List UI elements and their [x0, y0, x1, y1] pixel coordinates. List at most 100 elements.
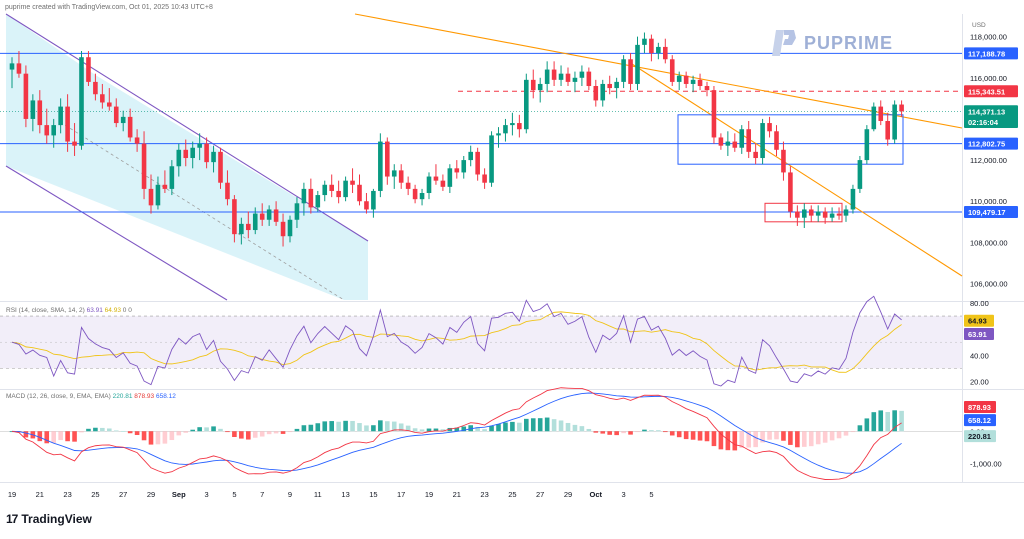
currency-label: USD: [972, 22, 986, 29]
macd-hist-bar: [343, 420, 348, 432]
price-tag-label: 115,343.51: [968, 87, 1005, 96]
time-tick-label: 29: [564, 490, 572, 499]
candle-body: [510, 123, 515, 126]
rsi-ma-line: [11, 311, 902, 373]
candle-body: [795, 211, 800, 218]
rsi-legend[interactable]: RSI (14, close, SMA, 14, 2) 63.91 64.93 …: [6, 307, 132, 314]
macd-hist-bar: [461, 426, 467, 432]
macd-hist-bar: [315, 423, 321, 432]
candle-body: [322, 184, 328, 196]
macd-hist-bar: [120, 430, 126, 432]
macd-hist-bar: [232, 431, 237, 437]
price-tag-label: 114,371.13: [968, 107, 1005, 116]
candle-body: [544, 69, 550, 84]
chart-caption: puprime created with TradingView.com, Oc…: [5, 4, 213, 11]
macd-hist-bar: [197, 427, 202, 432]
macd-hist-bar: [378, 420, 383, 432]
candle-body: [656, 46, 661, 54]
candle-body: [461, 160, 467, 173]
candle-body: [350, 180, 355, 185]
macd-hist-bar: [447, 427, 453, 432]
price-tick-label: 116,000.00: [970, 74, 1007, 83]
rsi-tick-label: 40.00: [970, 351, 989, 360]
candle-body: [669, 59, 675, 82]
macd-hist-bar: [892, 410, 897, 432]
macd-hist-bar: [266, 431, 272, 435]
time-tick-label: 5: [232, 490, 236, 499]
candle-body: [864, 129, 870, 161]
candle-body: [690, 79, 696, 84]
candle-body: [746, 129, 751, 152]
rsi-legend-value: 63.91: [86, 307, 103, 314]
macd-hist-bar: [350, 420, 355, 432]
time-tick-label: 3: [622, 490, 626, 499]
macd-hist-bar: [273, 431, 279, 434]
candle-body: [614, 81, 619, 89]
macd-hist-bar: [864, 418, 870, 432]
macd-hist-bar: [440, 429, 446, 432]
macd-hist-bar: [301, 425, 307, 432]
candle-body: [107, 102, 112, 107]
candle-body: [829, 213, 835, 218]
macd-hist-bar: [788, 431, 793, 445]
macd-line-legend-value: 878.93: [134, 393, 155, 400]
macd-tag-bg: [964, 400, 996, 413]
macd-hist-bar: [37, 431, 43, 442]
candle-body: [65, 106, 70, 142]
range-box-lower: [764, 202, 843, 223]
candle-body: [607, 83, 612, 89]
tradingview-logo-text: TradingView: [21, 512, 92, 526]
macd-hist-bar: [676, 431, 682, 438]
candle-body: [37, 100, 43, 126]
macd-hist-bar: [113, 430, 119, 432]
candle-body: [280, 221, 286, 237]
time-tick-label: 23: [480, 490, 488, 499]
price-tag-label: 112,802.75: [968, 140, 1005, 149]
candle-body: [72, 141, 77, 146]
macd-hist-bar: [795, 431, 800, 448]
price-tick-label: 110,000.00: [970, 197, 1007, 206]
macd-hist-bar: [843, 431, 849, 436]
macd-hist-bar: [357, 423, 362, 432]
macd-hist-bar: [468, 425, 473, 432]
time-tick-label: 19: [425, 490, 433, 499]
candle-body: [725, 141, 731, 146]
macd-hist-bar: [155, 431, 161, 445]
time-tick-label: Sep: [172, 490, 186, 499]
candle-body: [628, 59, 633, 84]
macd-hist-bar: [885, 411, 890, 432]
price-tag-bg: [964, 47, 1018, 60]
candle-body: [850, 188, 856, 210]
rsi-tag-label: 64.93: [968, 317, 987, 326]
time-tick-label: 19: [8, 490, 16, 499]
candle-body: [127, 116, 133, 138]
trendline-long: [354, 13, 963, 129]
tradingview-logo[interactable]: 17 TradingView: [6, 512, 92, 526]
candle-body: [141, 143, 147, 189]
macd-legend[interactable]: MACD (12, 26, close, 9, EMA, EMA) 220.81…: [6, 393, 176, 400]
macd-histogram: [9, 410, 904, 451]
macd-hist-bar: [614, 431, 619, 436]
macd-hist-bar: [72, 431, 77, 442]
macd-tag-label: 658.12: [968, 416, 991, 425]
candle-body: [301, 188, 307, 204]
brand-watermark: PUPRIME: [770, 28, 893, 58]
candle-body: [899, 104, 904, 112]
candle-body: [579, 71, 585, 78]
rsi-tick-label: 80.00: [970, 299, 989, 308]
candle-body: [211, 151, 216, 163]
macd-tag-bg: [964, 430, 996, 443]
rsi-legend-text: RSI (14, close, SMA, 14, 2): [6, 307, 85, 314]
candle-body: [517, 123, 522, 130]
candle-body: [16, 63, 22, 74]
candle-body: [405, 182, 411, 189]
macd-hist-bar: [732, 431, 738, 451]
macd-hist-bar: [204, 427, 209, 432]
candle-body: [385, 141, 390, 177]
candle-body: [663, 46, 668, 60]
macd-hist-bar: [530, 418, 536, 432]
macd-hist-bar: [364, 425, 369, 432]
channel-mid-line: [59, 121, 345, 301]
candle-body: [86, 57, 91, 82]
